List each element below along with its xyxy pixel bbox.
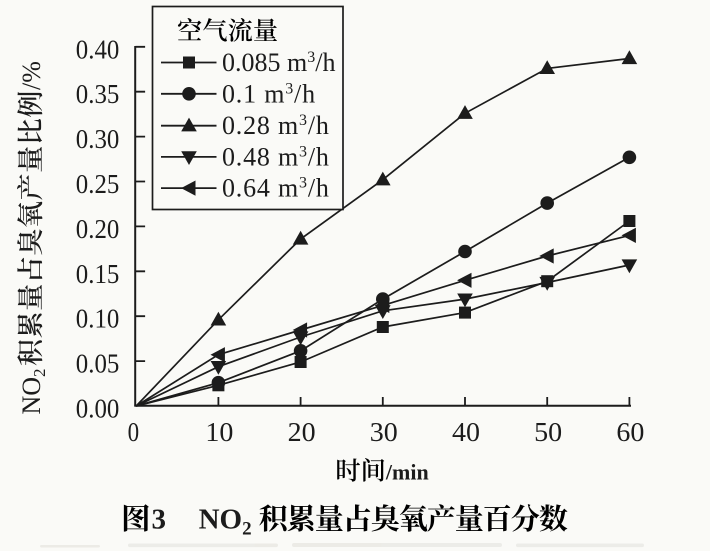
svg-text:0.64 m3/h: 0.64 m3/h	[222, 174, 330, 203]
svg-text:/min: /min	[385, 460, 429, 485]
svg-text:30: 30	[370, 416, 398, 447]
svg-text:0.25: 0.25	[76, 168, 120, 199]
svg-text:0.00: 0.00	[76, 393, 120, 424]
svg-text:0: 0	[128, 416, 140, 447]
svg-text:0.30: 0.30	[76, 123, 120, 154]
svg-text:0.05: 0.05	[76, 348, 120, 379]
svg-text:3: 3	[152, 504, 167, 536]
svg-text:0.48 m3/h: 0.48 m3/h	[222, 142, 330, 171]
svg-text:50: 50	[534, 416, 562, 447]
svg-text:0.35: 0.35	[76, 78, 120, 109]
svg-text:0.20: 0.20	[76, 213, 120, 244]
svg-text:60: 60	[616, 416, 644, 447]
svg-text:40: 40	[452, 416, 480, 447]
svg-text:0.28 m3/h: 0.28 m3/h	[222, 111, 330, 140]
svg-text:20: 20	[288, 416, 316, 447]
svg-text:10: 10	[205, 416, 233, 447]
svg-text:0.15: 0.15	[76, 258, 120, 289]
svg-text:0.085 m3/h: 0.085 m3/h	[222, 48, 335, 77]
svg-text:0.40: 0.40	[76, 33, 120, 64]
svg-text:/%: /%	[17, 61, 46, 90]
svg-text:0.10: 0.10	[76, 303, 120, 334]
svg-text:0.1 m3/h: 0.1 m3/h	[222, 79, 316, 108]
